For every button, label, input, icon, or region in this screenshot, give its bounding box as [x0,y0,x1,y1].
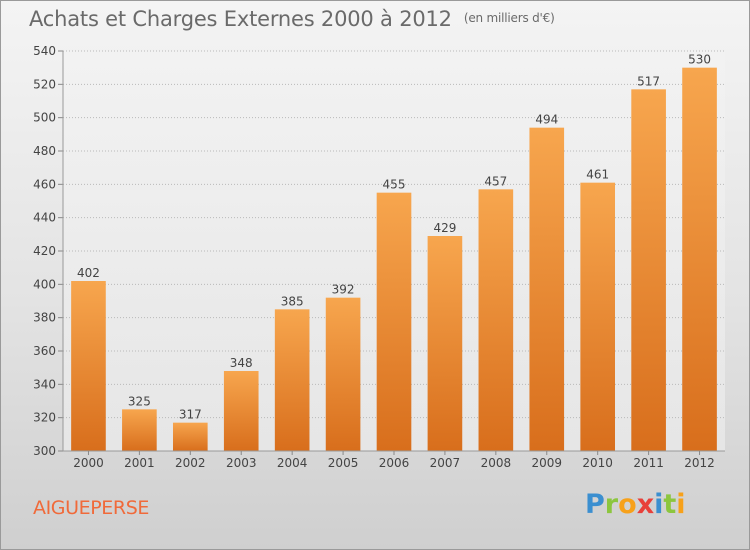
y-tick-label: 520 [33,77,56,91]
bar-value-label: 392 [332,283,355,297]
logo-letter: P [585,489,605,520]
logo-letter: i [654,489,664,520]
bar [376,192,412,451]
x-tick-label: 2002 [175,456,206,470]
y-tick-label: 460 [33,177,56,191]
bar [325,297,361,451]
bar-value-label: 517 [637,74,660,88]
bar-value-label: 457 [484,174,507,188]
y-tick-label: 360 [33,344,56,358]
bar-value-label: 348 [230,356,253,370]
x-tick-label: 2010 [582,456,613,470]
bar [172,422,208,451]
x-tick-label: 2005 [328,456,359,470]
y-tick-label: 320 [33,411,56,425]
x-tick-label: 2007 [430,456,461,470]
y-tick-label: 340 [33,377,56,391]
x-tick-label: 2012 [684,456,715,470]
bar [529,127,565,452]
logo-letter: i [676,489,686,520]
bars: 402 325 317 348 385 392 455 429 457 494 461 517 530 [71,53,717,452]
bar-value-label: 429 [433,221,456,235]
x-tick-label: 2006 [379,456,410,470]
bar-value-label: 461 [586,168,609,182]
bar-value-label: 317 [179,408,202,422]
y-tick-label: 540 [33,44,56,58]
bar-value-label: 530 [688,53,711,67]
chart-title: Achats et Charges Externes 2000 à 2012 [29,7,452,31]
bar [631,89,666,451]
chart-title-block: Achats et Charges Externes 2000 à 2012 (e… [29,7,555,31]
bar-value-label: 385 [281,294,304,308]
y-tick-label: 480 [33,144,56,158]
x-tick-label: 2000 [73,456,104,470]
bar [427,236,463,451]
x-tick-label: 2011 [633,456,664,470]
chart-subtitle: (en milliers d'€) [463,11,555,25]
x-tick-label: 2001 [124,456,155,470]
proxiti-logo: Proxiti [585,489,686,520]
axes: 300 320 340 360 380 400 420 440 460 480 500 520 540 2… [33,44,725,470]
x-tick-label: 2003 [226,456,257,470]
bar [122,409,157,451]
y-tick-label: 420 [33,244,56,258]
bar-value-label: 325 [128,394,151,408]
bar [682,67,717,452]
bar [478,189,514,452]
y-tick-label: 500 [33,111,56,125]
y-tick-label: 440 [33,211,56,225]
bar-value-label: 455 [383,178,406,192]
bar-value-label: 494 [535,113,558,127]
place-name: AIGUEPERSE [33,497,149,519]
x-tick-label: 2009 [531,456,562,470]
bar [71,281,106,451]
logo-letter: t [663,489,677,520]
logo-letter: r [604,489,619,520]
bar-value-label: 402 [77,266,100,280]
y-tick-label: 400 [33,277,56,291]
y-tick-label: 380 [33,311,56,325]
bar [580,182,616,451]
logo-letter: o [618,489,637,520]
bar [274,309,310,451]
logo-letter: x [636,489,655,520]
y-tick-label: 300 [33,444,56,458]
x-tick-label: 2008 [481,456,512,470]
x-tick-label: 2004 [277,456,308,470]
bar [223,371,259,451]
